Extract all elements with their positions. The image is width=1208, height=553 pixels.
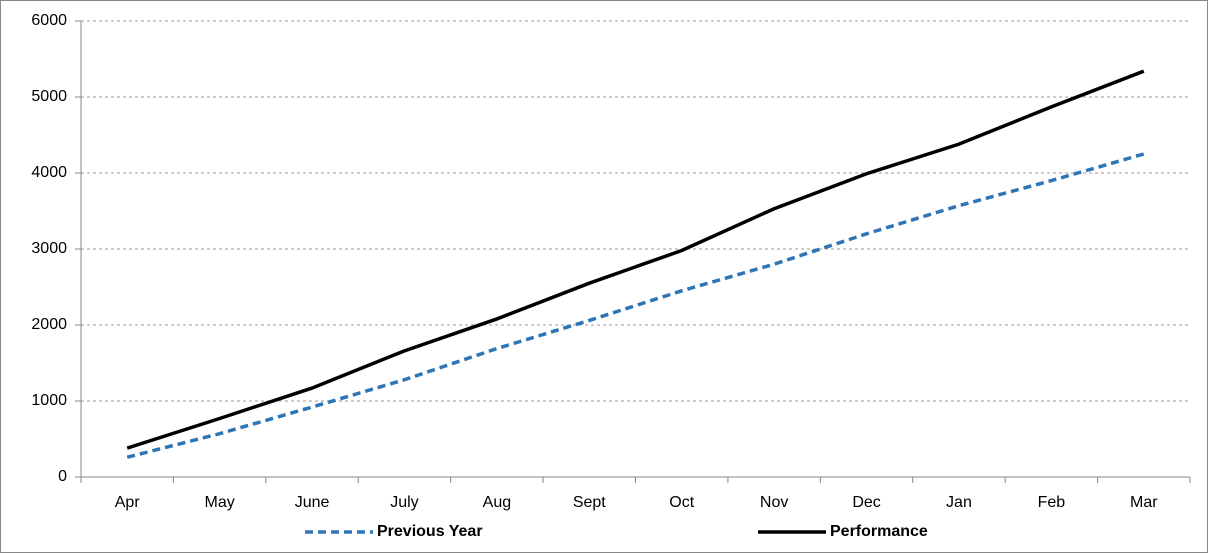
x-tick-label: Apr bbox=[115, 494, 141, 511]
x-tick-label: Aug bbox=[483, 494, 511, 511]
line-series bbox=[126, 152, 1145, 459]
x-tick-label: Sept bbox=[573, 494, 606, 511]
x-tick-label: Nov bbox=[760, 494, 788, 511]
y-tick-label: 0 bbox=[58, 468, 67, 485]
y-tick-label: 3000 bbox=[31, 240, 67, 257]
x-tick-label: Jan bbox=[946, 494, 972, 511]
x-tick-label: Dec bbox=[852, 494, 880, 511]
y-tick-label: 5000 bbox=[31, 88, 67, 105]
x-tick-label: July bbox=[390, 494, 418, 511]
line-series bbox=[126, 69, 1145, 450]
x-tick-label: Mar bbox=[1130, 494, 1158, 511]
y-tick-label: 4000 bbox=[31, 164, 67, 181]
x-tick-label: Feb bbox=[1038, 494, 1066, 511]
y-tick-label: 1000 bbox=[31, 392, 67, 409]
legend-label: Performance bbox=[830, 523, 928, 540]
y-tick-label: 2000 bbox=[31, 316, 67, 333]
legend-label: Previous Year bbox=[377, 523, 483, 540]
y-tick-label: 6000 bbox=[31, 12, 67, 29]
x-tick-label: June bbox=[295, 494, 330, 511]
x-tick-label: Oct bbox=[669, 494, 694, 511]
x-tick-label: May bbox=[205, 494, 235, 511]
